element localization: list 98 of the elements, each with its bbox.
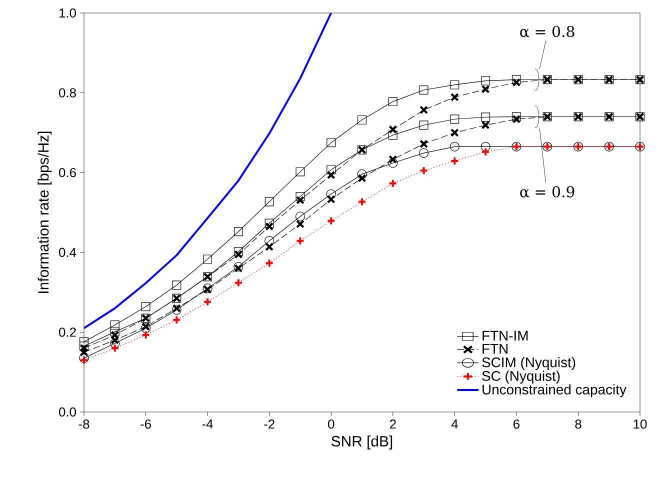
point: [388, 158, 398, 168]
point: [296, 192, 305, 202]
point: [481, 112, 490, 122]
point: [326, 189, 336, 199]
x-tick-label: 4: [451, 420, 458, 428]
point: [234, 250, 243, 259]
y-tick-label: 0.2: [58, 328, 76, 337]
point: [80, 344, 88, 352]
point: [80, 337, 88, 346]
point: [141, 330, 150, 340]
annotation: α = 0.8: [520, 26, 574, 38]
point: [234, 247, 243, 256]
point: [295, 212, 306, 222]
point: [265, 242, 274, 252]
point: [264, 197, 274, 206]
point: [142, 322, 150, 331]
point: [234, 227, 243, 236]
x-tick-label: 6: [514, 420, 520, 429]
point: [450, 92, 459, 102]
point: [358, 197, 366, 206]
legend-label: FTN: [482, 344, 508, 354]
legend-label: SCIM (Nyquist): [482, 357, 576, 370]
point: [450, 80, 460, 90]
point: [110, 344, 120, 353]
legend-label: SC (Nyquist): [482, 370, 560, 384]
point: [450, 114, 460, 124]
point: [79, 353, 89, 363]
point: [264, 236, 274, 246]
y-tick-label: 0.0: [58, 407, 76, 417]
point: [481, 84, 490, 94]
line-series: [84, 12, 332, 330]
point: [388, 97, 398, 106]
point: [481, 120, 490, 130]
point: [141, 302, 150, 312]
x-tick-label: 8: [575, 420, 582, 429]
point: [326, 165, 336, 174]
legend-label: FTN-IM: [482, 330, 528, 340]
x-tick-label: 2: [390, 420, 396, 429]
point: [512, 112, 521, 122]
point: [80, 356, 88, 365]
point: [388, 130, 398, 140]
x-tick-label: -4: [202, 420, 213, 428]
point: [140, 323, 151, 333]
point: [388, 125, 398, 134]
point: [420, 140, 428, 148]
point: [481, 76, 490, 86]
point: [512, 78, 521, 87]
x-tick-label: -8: [78, 420, 90, 429]
point: [481, 147, 490, 156]
point: [296, 236, 305, 246]
point: [110, 330, 120, 340]
point: [450, 142, 460, 152]
y-tick-label: 1.0: [59, 8, 76, 18]
point: [480, 142, 490, 152]
point: [388, 178, 398, 188]
point: [80, 348, 88, 356]
point: [296, 220, 304, 228]
point: [512, 114, 521, 124]
x-axis-title: SNR [dB]: [332, 436, 392, 450]
point: [388, 155, 398, 164]
y-tick-label: 0.8: [58, 88, 76, 98]
point: [419, 166, 428, 176]
point: [326, 216, 336, 226]
point: [419, 120, 428, 130]
y-tick-label: 0.6: [58, 168, 76, 178]
x-tick-label: 0: [328, 420, 334, 429]
point: [203, 297, 212, 306]
point: [326, 170, 336, 180]
point: [326, 195, 336, 204]
legend-label: Unconstrained capacity: [482, 384, 626, 398]
point: [326, 138, 336, 148]
x-tick-label: -6: [140, 420, 151, 429]
point: [264, 258, 274, 268]
point: [203, 254, 212, 264]
point: [265, 222, 274, 231]
point: [420, 106, 428, 114]
point: [450, 128, 459, 137]
point: [357, 169, 367, 179]
point: [419, 86, 428, 94]
point: [234, 278, 243, 288]
point: [296, 196, 304, 204]
point: [172, 315, 182, 324]
point: [358, 174, 366, 182]
x-tick-label: -2: [264, 420, 274, 429]
point: [296, 167, 305, 176]
point: [419, 148, 429, 158]
point: [110, 327, 120, 336]
point: [358, 115, 366, 124]
point: [264, 218, 274, 228]
point: [172, 280, 182, 290]
annotation: α = 0.9: [520, 186, 574, 198]
x-tick-label: 10: [634, 420, 647, 429]
point: [512, 75, 521, 84]
point: [234, 264, 243, 273]
y-axis-title: Information rate [bps/Hz]: [38, 132, 52, 293]
point: [110, 320, 120, 330]
y-tick-label: 0.4: [58, 248, 76, 257]
point: [234, 262, 244, 272]
